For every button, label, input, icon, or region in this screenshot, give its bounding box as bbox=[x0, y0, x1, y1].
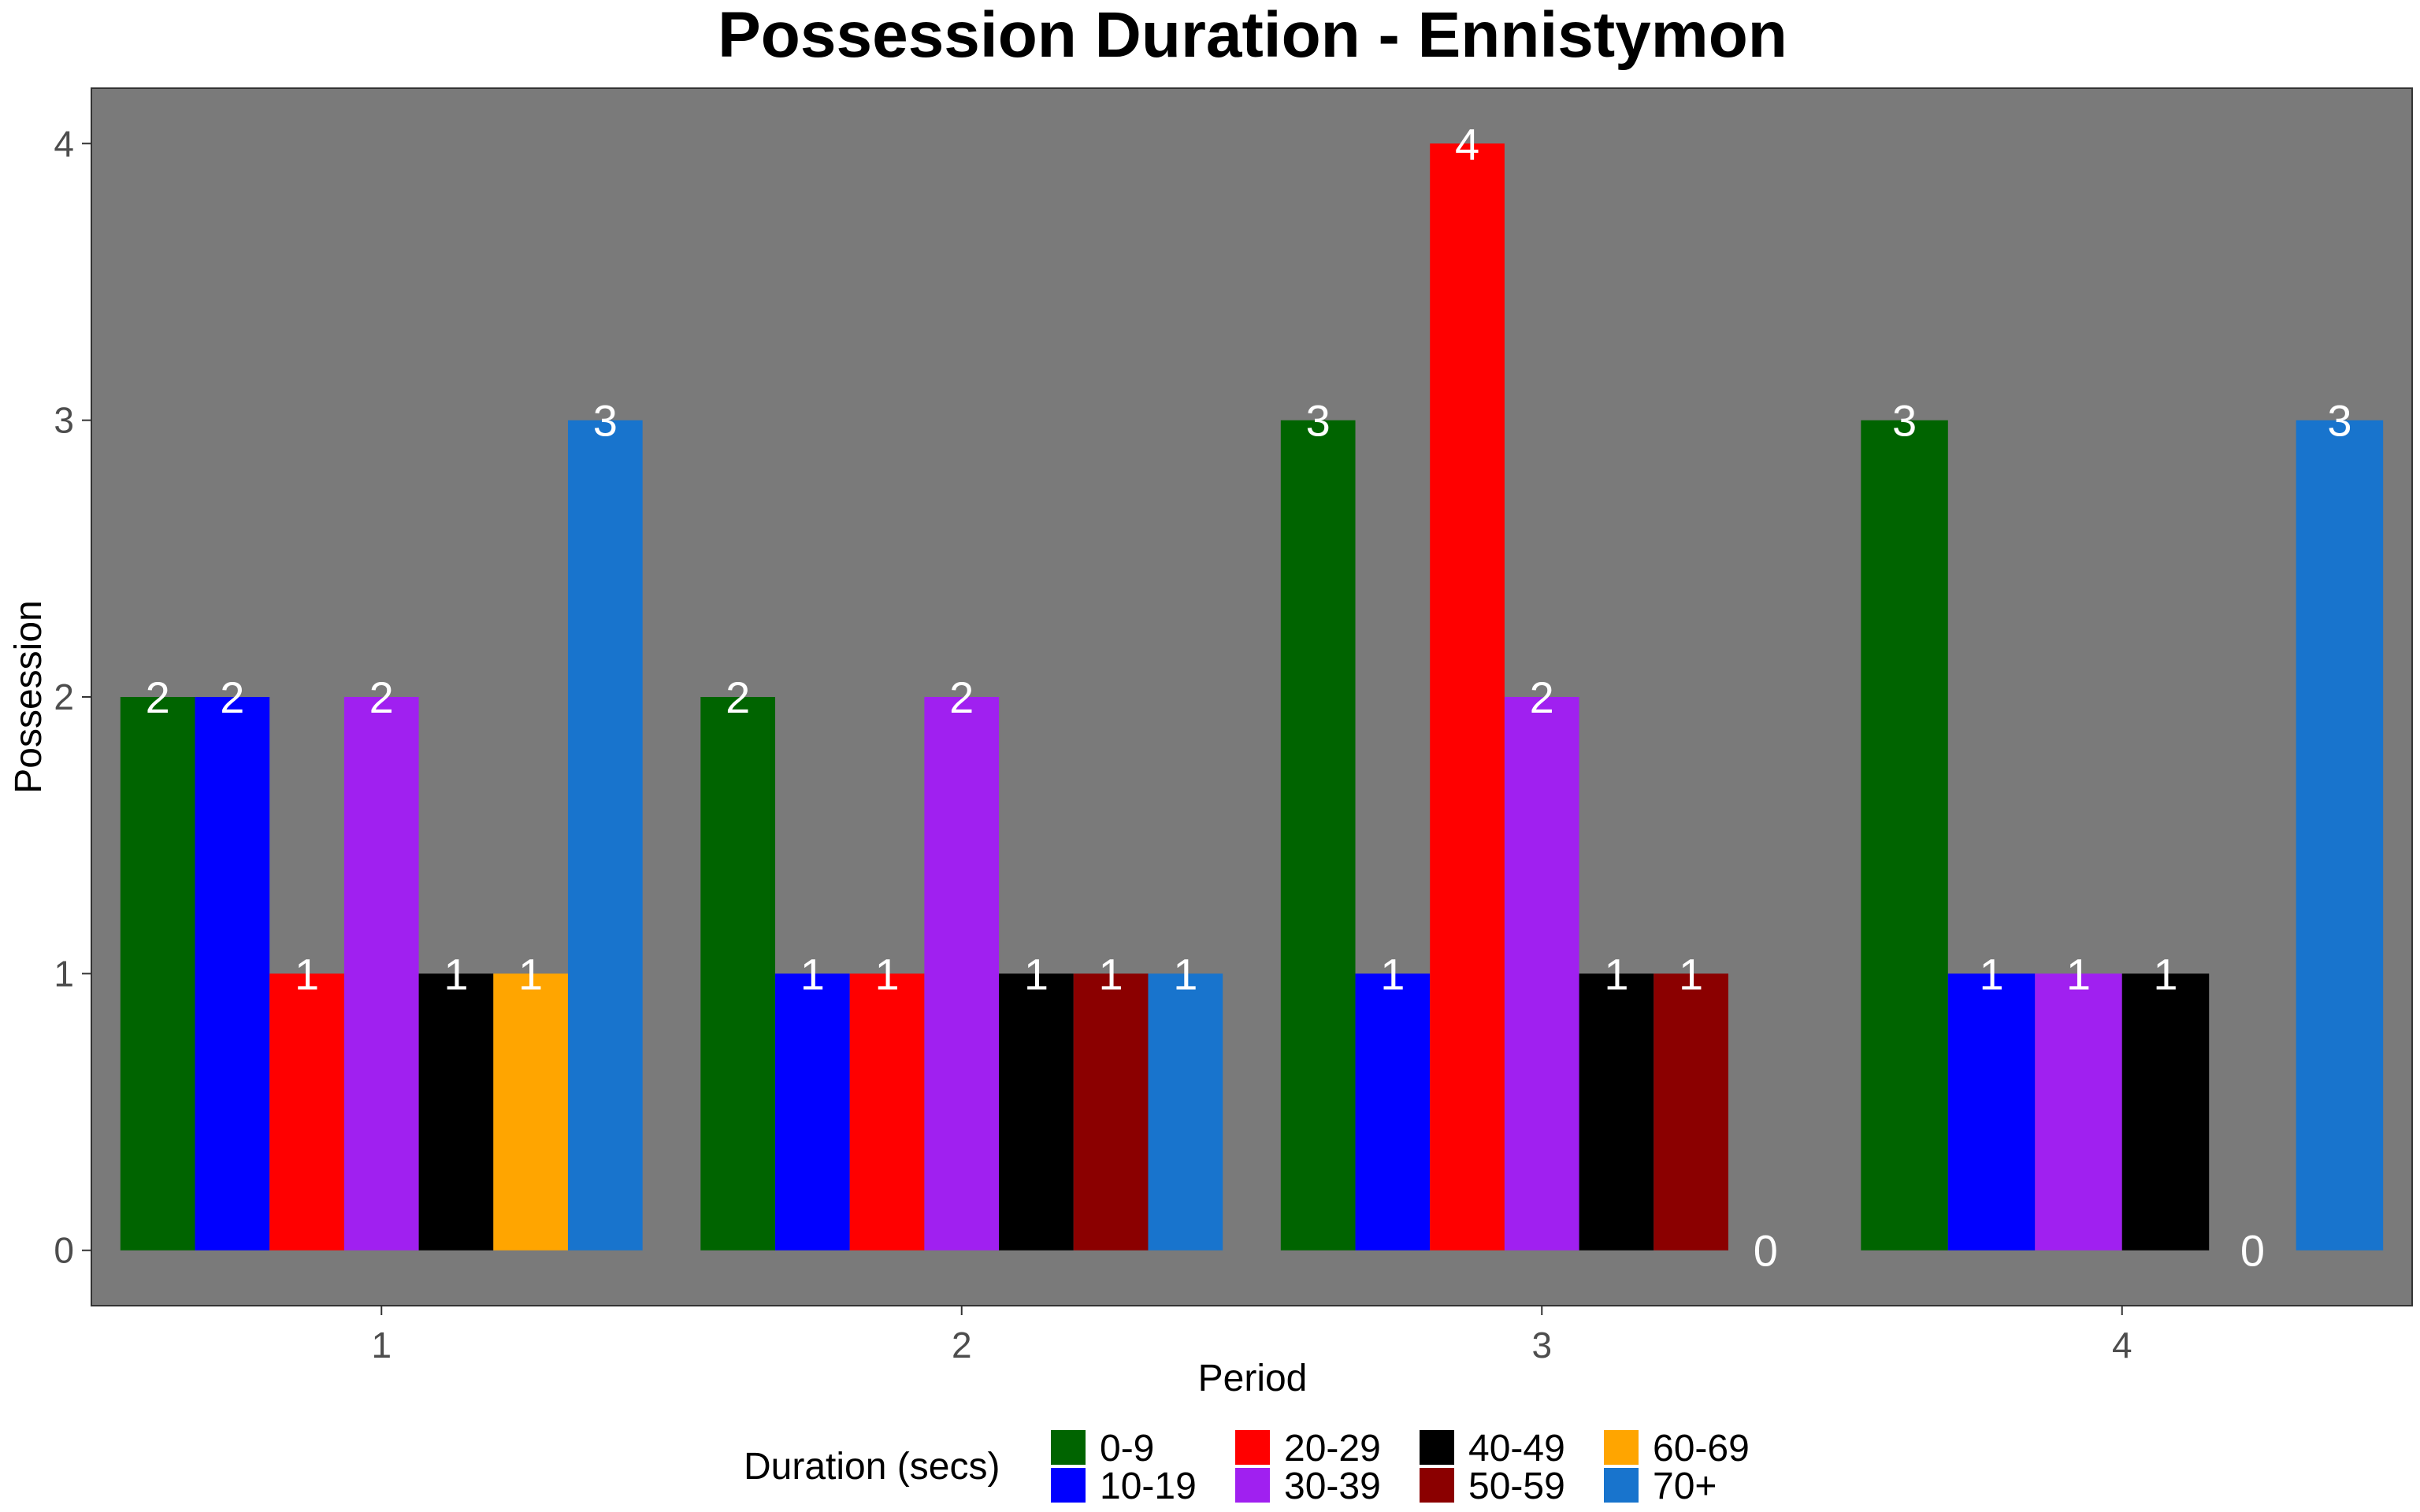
y-tick-label: 0 bbox=[54, 1230, 74, 1271]
legend-swatch-40-49 bbox=[1420, 1430, 1454, 1465]
data-label-period-1-duration-70-: 3 bbox=[593, 396, 618, 446]
bar-period-2-duration-0-9 bbox=[700, 697, 776, 1251]
x-tick-label: 3 bbox=[1531, 1325, 1552, 1366]
y-tick-label: 3 bbox=[54, 400, 74, 441]
data-label-period-4-duration-30-39: 1 bbox=[2066, 949, 2091, 999]
data-label-period-1-duration-60-69: 1 bbox=[518, 949, 543, 999]
legend-swatch-30-39 bbox=[1235, 1468, 1270, 1503]
bar-period-1-duration-70- bbox=[567, 420, 643, 1251]
bar-period-3-duration-20-29 bbox=[1430, 143, 1505, 1251]
bar-period-4-duration-70- bbox=[2296, 420, 2384, 1251]
data-label-period-3-duration-10-19: 1 bbox=[1380, 949, 1405, 999]
legend-label-30-39: 30-39 bbox=[1284, 1466, 1381, 1507]
data-label-period-2-duration-30-39: 2 bbox=[949, 673, 974, 722]
legend-label-60-69: 60-69 bbox=[1653, 1428, 1750, 1469]
bar-period-1-duration-20-29 bbox=[269, 973, 344, 1251]
data-label-period-2-duration-70-: 1 bbox=[1173, 949, 1197, 999]
bar-period-1-duration-0-9 bbox=[120, 697, 195, 1251]
legend-swatch-60-69 bbox=[1604, 1430, 1639, 1465]
legend-swatch-0-9 bbox=[1051, 1430, 1086, 1465]
data-label-period-3-duration-30-39: 2 bbox=[1530, 673, 1554, 722]
data-label-period-1-duration-10-19: 2 bbox=[220, 673, 244, 722]
bar-period-1-duration-10-19 bbox=[195, 697, 270, 1251]
data-label-period-3-duration-50-59: 1 bbox=[1679, 949, 1703, 999]
y-axis-title: Possession bbox=[8, 600, 50, 793]
data-label-period-4-duration-40-49: 1 bbox=[2153, 949, 2177, 999]
bar-period-3-duration-0-9 bbox=[1280, 420, 1356, 1251]
data-label-period-4-duration-70-: 3 bbox=[2327, 396, 2351, 446]
bar-period-2-duration-30-39 bbox=[924, 697, 1000, 1251]
data-label-period-2-duration-0-9: 2 bbox=[726, 673, 750, 722]
x-axis-title: Period bbox=[1198, 1358, 1308, 1399]
legend-label-20-29: 20-29 bbox=[1284, 1428, 1381, 1469]
bar-period-2-duration-20-29 bbox=[849, 973, 925, 1251]
y-tick-label: 2 bbox=[54, 676, 74, 717]
bar-period-4-duration-30-39 bbox=[2035, 973, 2122, 1251]
bar-period-2-duration-10-19 bbox=[775, 973, 850, 1251]
data-label-period-1-duration-40-49: 1 bbox=[444, 949, 468, 999]
legend-label-40-49: 40-49 bbox=[1468, 1428, 1565, 1469]
data-label-period-4-duration-0-9: 3 bbox=[1892, 396, 1917, 446]
bar-period-1-duration-40-49 bbox=[418, 973, 494, 1251]
bar-period-2-duration-70- bbox=[1148, 973, 1223, 1251]
bar-period-3-duration-50-59 bbox=[1654, 973, 1728, 1251]
legend-label-0-9: 0-9 bbox=[1100, 1428, 1154, 1469]
legend-title: Duration (secs) bbox=[744, 1446, 1000, 1488]
data-label-period-2-duration-40-49: 1 bbox=[1024, 949, 1049, 999]
bar-period-1-duration-30-39 bbox=[343, 697, 419, 1251]
chart-title: Possession Duration - Ennistymon bbox=[718, 0, 1787, 71]
x-tick-label: 2 bbox=[952, 1325, 972, 1366]
data-label-period-3-duration-60-69: 0 bbox=[1754, 1226, 1778, 1276]
data-label-period-1-duration-0-9: 2 bbox=[146, 673, 170, 722]
x-tick-label: 4 bbox=[2112, 1325, 2132, 1366]
data-label-period-1-duration-30-39: 2 bbox=[369, 673, 394, 722]
data-label-period-2-duration-10-19: 1 bbox=[800, 949, 825, 999]
data-label-period-3-duration-20-29: 4 bbox=[1455, 119, 1479, 169]
data-label-period-4-duration-60-69: 0 bbox=[2240, 1226, 2265, 1276]
x-axis: 1 2 3 4 bbox=[371, 1306, 2132, 1366]
data-label-period-3-duration-40-49: 1 bbox=[1604, 949, 1628, 999]
bar-period-4-duration-10-19 bbox=[1947, 973, 2036, 1251]
bar-period-4-duration-40-49 bbox=[2121, 973, 2210, 1251]
bar-period-3-duration-30-39 bbox=[1504, 697, 1579, 1251]
bar-period-2-duration-50-59 bbox=[1073, 973, 1149, 1251]
bar-period-2-duration-40-49 bbox=[999, 973, 1074, 1251]
legend-swatch-50-59 bbox=[1420, 1468, 1454, 1503]
y-tick-label: 4 bbox=[54, 123, 74, 164]
legend-label-10-19: 10-19 bbox=[1100, 1466, 1197, 1507]
bar-period-1-duration-60-69 bbox=[493, 973, 568, 1251]
data-label-period-3-duration-0-9: 3 bbox=[1306, 396, 1331, 446]
y-axis: 0 1 2 3 4 bbox=[54, 123, 91, 1271]
data-label-period-1-duration-20-29: 1 bbox=[295, 949, 319, 999]
legend-label-70-: 70+ bbox=[1653, 1466, 1717, 1507]
legend-label-50-59: 50-59 bbox=[1468, 1466, 1565, 1507]
legend-swatch-10-19 bbox=[1051, 1468, 1086, 1503]
bar-period-4-duration-0-9 bbox=[1861, 420, 1948, 1251]
legend-swatch-20-29 bbox=[1235, 1430, 1270, 1465]
data-label-period-2-duration-50-59: 1 bbox=[1099, 949, 1123, 999]
bar-period-3-duration-10-19 bbox=[1355, 973, 1431, 1251]
y-tick-label: 1 bbox=[54, 953, 74, 994]
x-tick-label: 1 bbox=[371, 1325, 392, 1366]
data-label-period-4-duration-10-19: 1 bbox=[1979, 949, 2003, 999]
bar-period-3-duration-40-49 bbox=[1579, 973, 1654, 1251]
legend-swatch-70- bbox=[1604, 1468, 1639, 1503]
data-label-period-2-duration-20-29: 1 bbox=[874, 949, 899, 999]
bars-group bbox=[120, 143, 2384, 1251]
